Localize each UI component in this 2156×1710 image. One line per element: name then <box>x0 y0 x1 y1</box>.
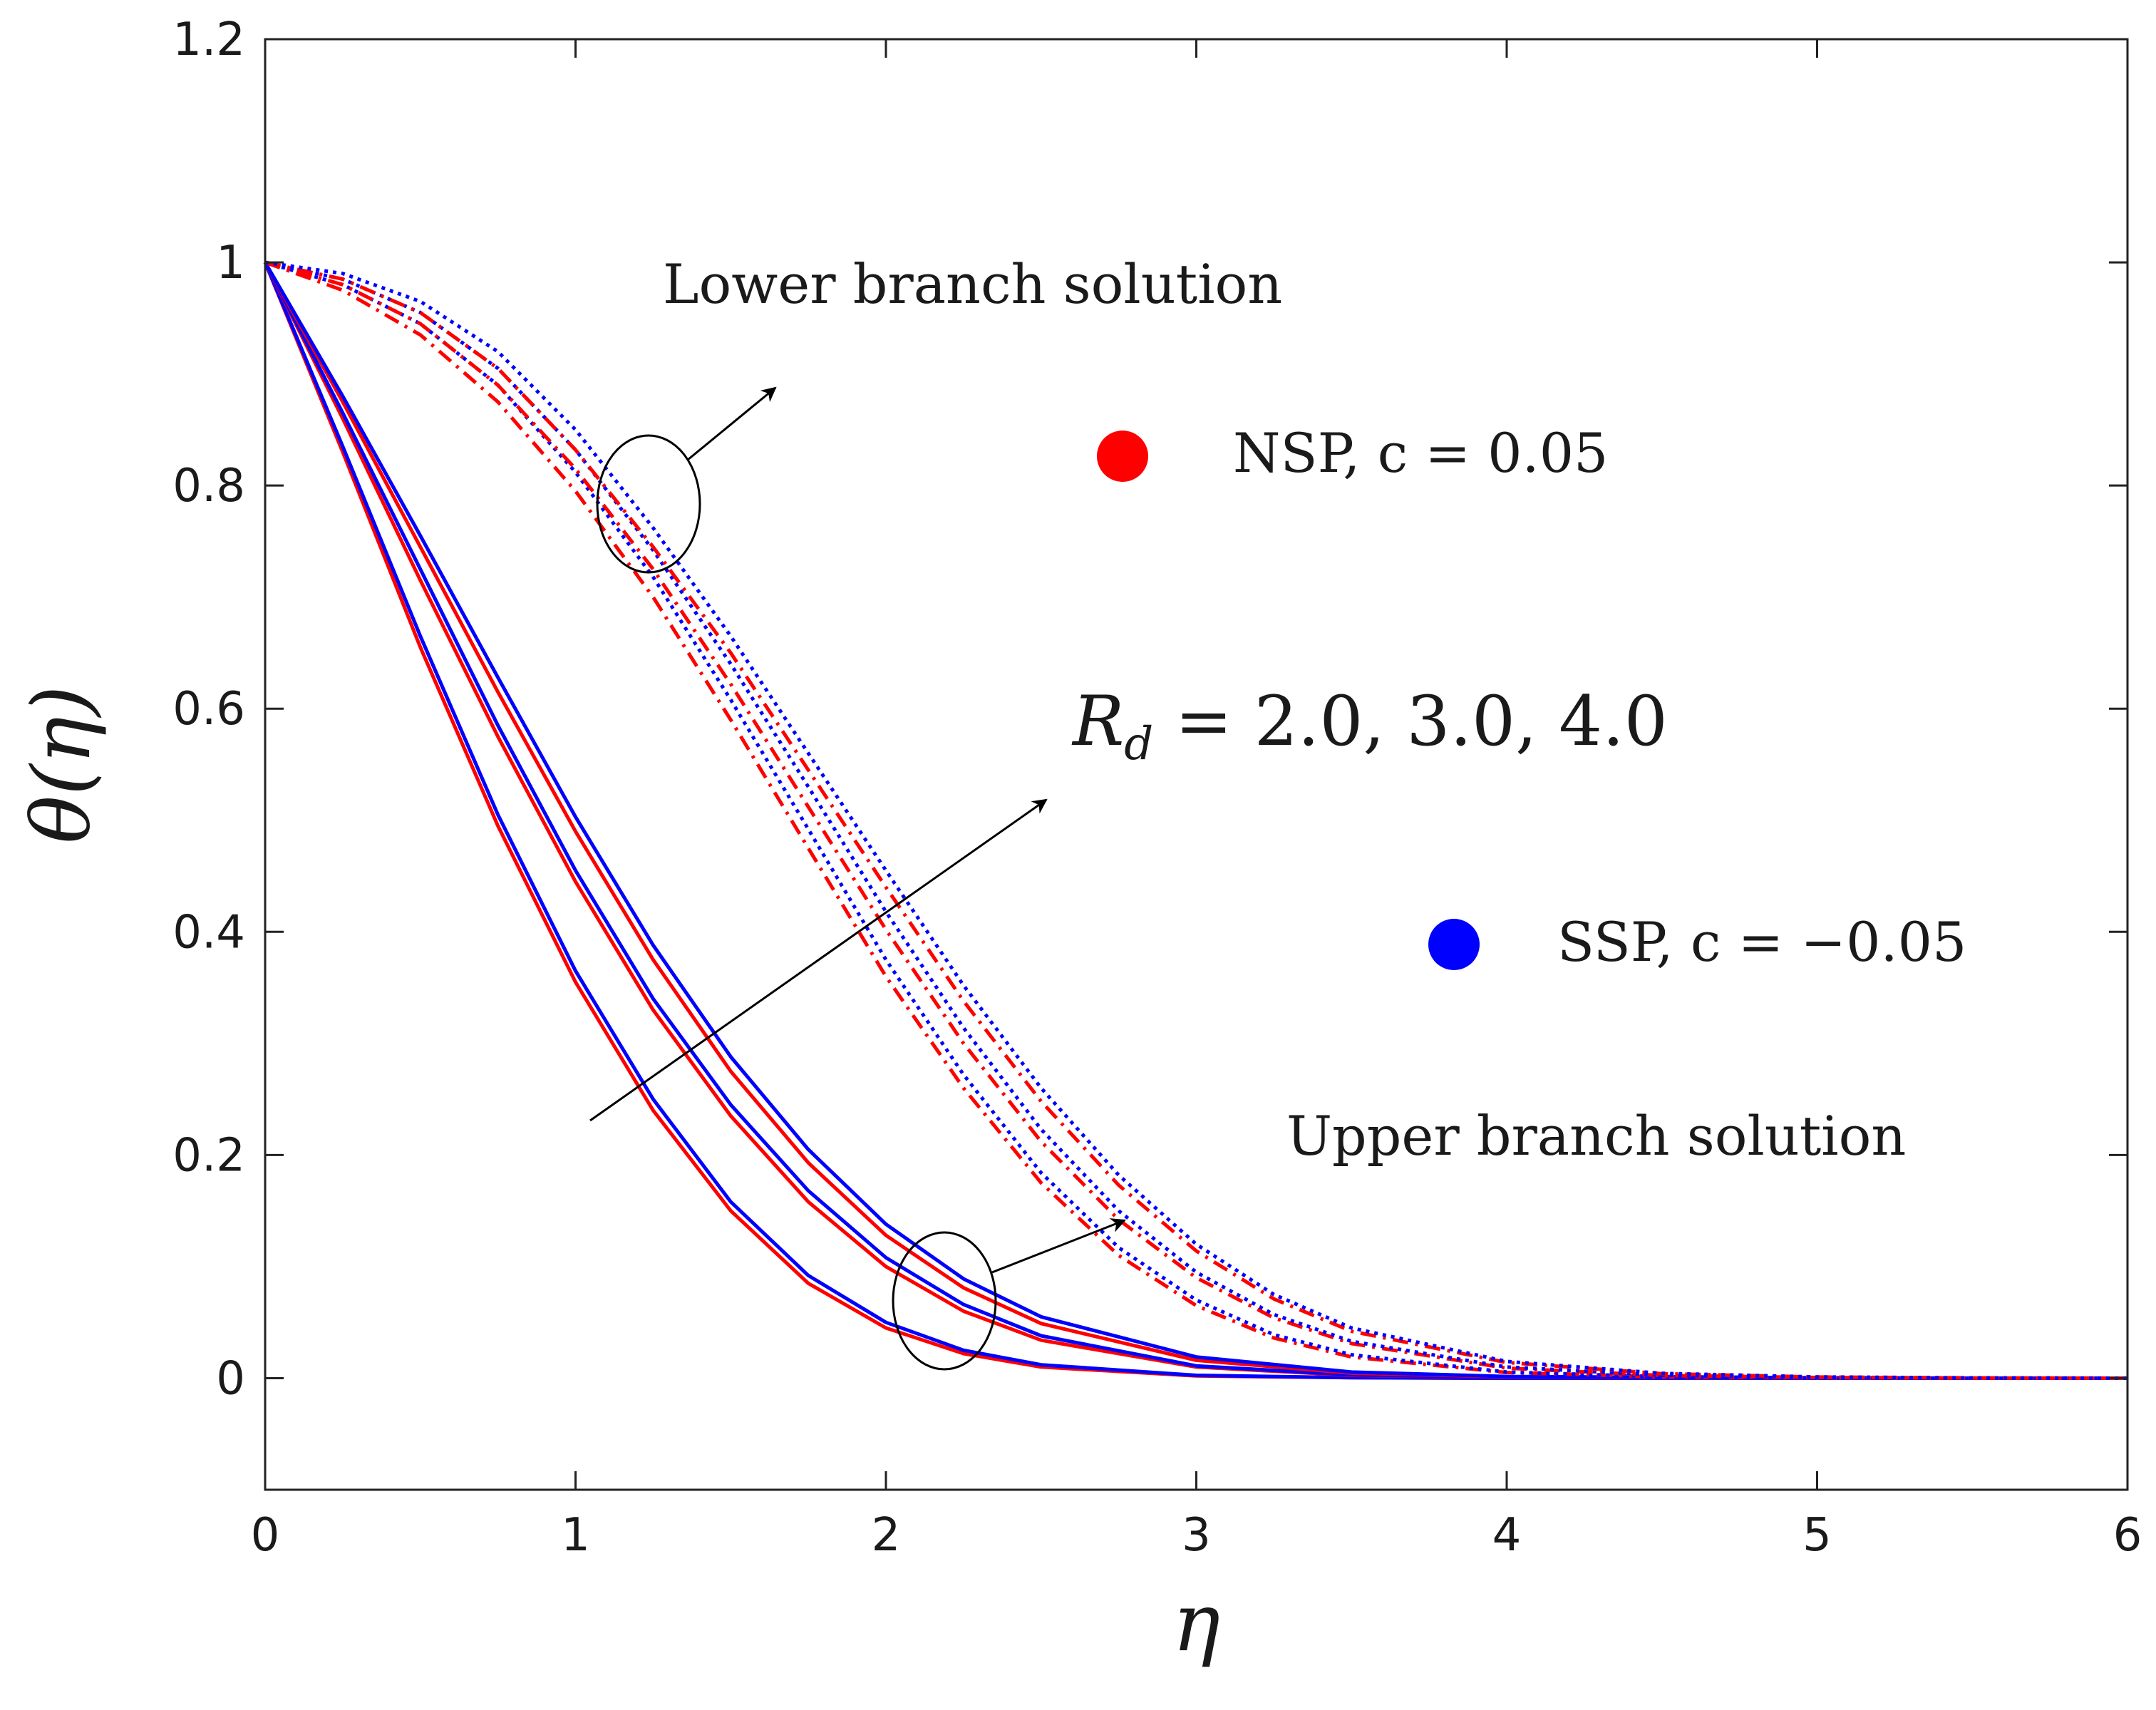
legend-nsp-label: NSP, c = 0.05 <box>1233 421 1608 485</box>
y-tick-label: 1.2 <box>172 14 245 66</box>
series-line-lower-nsp-rd3 <box>264 260 2128 1380</box>
x-tick-label: 1 <box>561 1509 590 1562</box>
x-tick-label: 5 <box>1802 1509 1832 1562</box>
rd-values: = 2.0, 3.0, 4.0 <box>1153 681 1668 761</box>
upper-branch-arrow <box>991 1218 1126 1274</box>
legend-ssp-label: SSP, c = −0.05 <box>1557 910 1966 974</box>
rd-subscript: d <box>1124 718 1153 771</box>
lower-branch-label: Lower branch solution <box>663 252 1282 316</box>
y-axis-title: θ(η) <box>16 686 108 844</box>
x-tick-label: 6 <box>2113 1509 2142 1562</box>
lower-branch-arrow <box>687 386 777 461</box>
series-line-lower-ssp-rd3 <box>264 260 2128 1380</box>
series-line-lower-ssp-rd4 <box>264 260 2128 1380</box>
rd-symbol: R <box>1071 681 1124 761</box>
plot-area <box>263 260 2128 1380</box>
y-tick-label: 0.4 <box>172 906 245 959</box>
rd-increase-arrow <box>589 798 1048 1122</box>
legend-ssp-marker <box>1428 919 1480 970</box>
y-tick-label: 0.8 <box>172 460 245 513</box>
series-line-lower-nsp-rd2 <box>264 260 2127 1380</box>
x-tick-label: 4 <box>1492 1509 1522 1562</box>
x-tick-label: 3 <box>1182 1509 1211 1562</box>
x-tick-label: 0 <box>251 1509 280 1562</box>
upper-branch-ellipse <box>892 1231 997 1371</box>
x-tick-label: 2 <box>872 1509 901 1562</box>
lower-branch-ellipse <box>596 434 701 574</box>
y-tick-label: 1 <box>216 237 245 289</box>
x-axis-title: η <box>1172 1577 1220 1669</box>
y-tick-label: 0.2 <box>172 1129 245 1182</box>
y-tick-label: 0.6 <box>172 683 245 736</box>
rd-parameter-label: Rd = 2.0, 3.0, 4.0 <box>1071 681 1668 771</box>
series-line-upper-ssp-rd4 <box>263 261 2127 1380</box>
series-line-upper-nsp-rd3 <box>263 261 2127 1380</box>
axes: 0 1 2 3 4 5 6 0 0.2 0.4 0.6 0.8 1 1.2 η θ(η) <box>16 14 2142 1669</box>
legend-nsp-marker <box>1097 431 1148 482</box>
upper-branch-label: Upper branch solution <box>1286 1104 1906 1168</box>
y-tick-label: 0 <box>216 1352 245 1405</box>
